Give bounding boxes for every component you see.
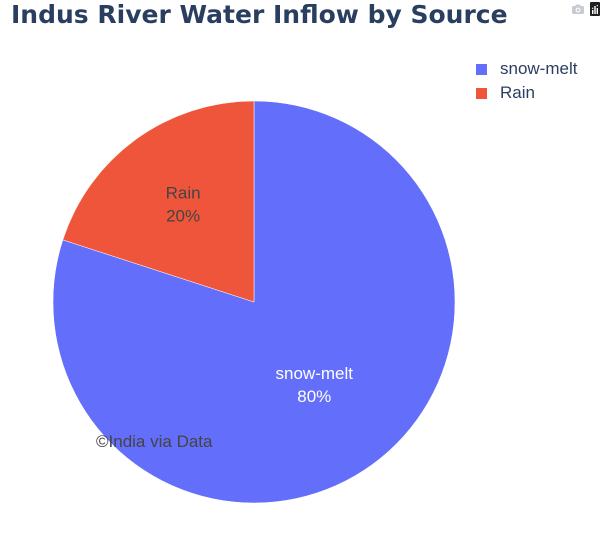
- pie-slice-rain[interactable]: [62, 100, 255, 303]
- legend-swatch-rain: [476, 88, 487, 99]
- plotly-logo-icon[interactable]: [588, 2, 601, 16]
- pie-label-snow-melt: snow-melt: [276, 364, 354, 383]
- modebar: [555, 2, 601, 16]
- legend-swatch-snow-melt: [476, 64, 487, 75]
- watermark: ©India via Data: [96, 432, 213, 451]
- pie-percent-snow-melt: 80%: [297, 387, 331, 406]
- legend-label-rain: Rain: [500, 83, 535, 102]
- chart-title: Indus River Water Inflow by Source: [11, 0, 508, 29]
- pie-label-rain: Rain: [166, 183, 201, 202]
- legend-label-snow-melt: snow-melt: [500, 59, 578, 78]
- pie-percent-rain: 20%: [166, 206, 200, 225]
- camera-icon[interactable]: [571, 2, 585, 16]
